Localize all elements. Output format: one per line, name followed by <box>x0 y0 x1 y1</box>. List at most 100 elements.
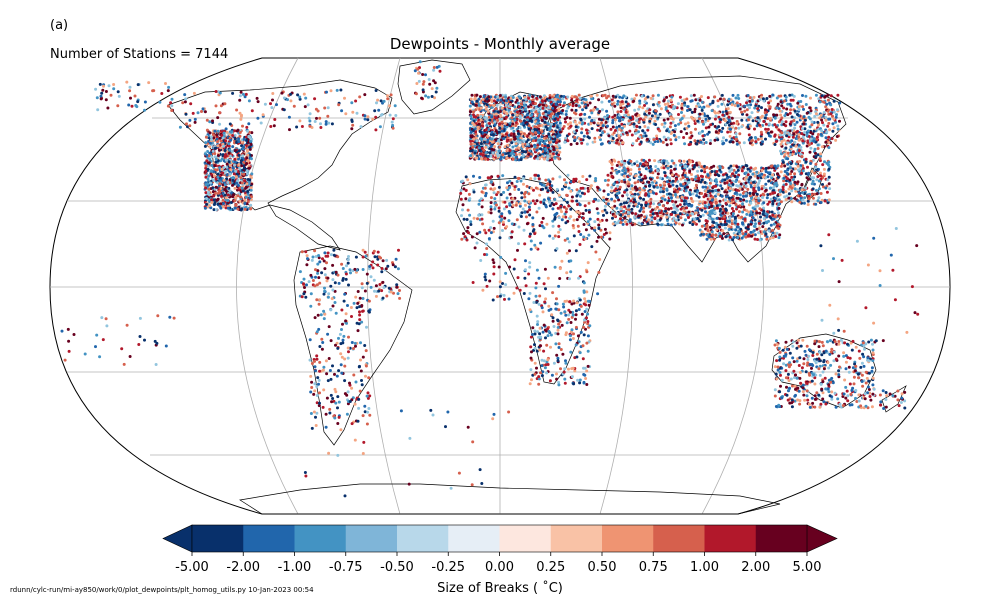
station-marker <box>625 131 629 135</box>
station-marker <box>518 202 522 206</box>
station-marker <box>568 249 571 253</box>
station-marker <box>315 330 319 334</box>
station-marker <box>377 289 381 293</box>
station-marker <box>779 113 783 117</box>
station-marker <box>468 110 472 114</box>
station-marker <box>688 108 692 112</box>
station-marker <box>572 218 576 222</box>
station-marker <box>331 263 335 267</box>
station-marker <box>96 108 100 112</box>
station-marker <box>569 215 573 219</box>
station-marker <box>336 395 340 399</box>
station-marker <box>574 343 578 347</box>
station-marker <box>565 200 569 204</box>
station-marker <box>553 155 557 159</box>
station-marker <box>611 125 615 129</box>
station-marker <box>648 119 652 123</box>
station-marker <box>313 97 317 101</box>
station-marker <box>483 253 486 256</box>
station-marker <box>537 382 541 386</box>
station-marker <box>350 127 354 131</box>
station-marker <box>542 323 546 327</box>
station-marker <box>718 97 722 101</box>
station-marker <box>653 159 657 163</box>
station-marker <box>716 104 720 108</box>
station-marker <box>608 141 612 145</box>
station-marker <box>243 179 247 183</box>
station-marker <box>302 292 306 296</box>
station-marker <box>820 129 823 133</box>
station-marker <box>389 290 393 294</box>
station-marker <box>527 152 531 156</box>
station-marker <box>557 216 561 220</box>
station-marker <box>595 207 599 211</box>
station-marker <box>571 101 575 105</box>
station-marker <box>462 232 466 236</box>
station-marker <box>321 405 325 409</box>
station-marker <box>824 94 828 98</box>
station-marker <box>223 193 227 197</box>
station-marker <box>188 124 192 128</box>
station-marker <box>212 194 216 198</box>
station-marker <box>312 410 316 414</box>
station-marker <box>542 155 546 158</box>
station-marker <box>533 372 537 376</box>
station-marker <box>597 235 600 239</box>
station-marker <box>256 100 260 104</box>
station-marker <box>469 223 473 226</box>
station-marker <box>501 229 504 232</box>
station-marker <box>578 381 582 385</box>
station-marker <box>358 318 362 322</box>
station-marker <box>702 122 705 126</box>
station-marker <box>537 177 541 181</box>
station-marker <box>369 285 373 289</box>
station-marker <box>376 257 380 261</box>
station-marker <box>565 207 568 211</box>
station-marker <box>361 248 365 252</box>
station-marker <box>492 261 496 265</box>
station-marker <box>548 204 552 208</box>
station-marker <box>369 275 373 279</box>
station-marker <box>488 151 492 155</box>
station-marker <box>241 124 244 128</box>
station-marker <box>511 157 515 161</box>
station-marker <box>761 97 765 101</box>
station-marker <box>391 123 395 127</box>
station-marker <box>555 247 559 251</box>
station-marker <box>479 137 483 141</box>
station-marker <box>470 100 474 104</box>
station-marker <box>557 157 561 161</box>
station-marker <box>549 147 553 151</box>
station-marker <box>541 103 545 107</box>
station-marker <box>706 96 710 100</box>
station-marker <box>333 416 337 420</box>
station-marker <box>668 125 672 129</box>
station-marker <box>605 197 608 201</box>
station-marker <box>547 111 551 115</box>
station-marker <box>337 369 341 373</box>
station-marker <box>674 200 678 204</box>
station-marker <box>560 259 564 263</box>
station-marker <box>223 149 227 152</box>
station-marker <box>550 313 554 317</box>
station-marker <box>552 148 556 152</box>
station-marker <box>687 124 691 128</box>
station-marker <box>565 193 569 197</box>
station-marker <box>388 104 392 108</box>
station-marker <box>662 99 666 103</box>
station-marker <box>508 265 512 269</box>
station-marker <box>530 186 533 190</box>
station-marker <box>669 142 673 146</box>
station-marker <box>506 181 509 185</box>
station-marker <box>226 206 230 210</box>
station-marker <box>234 170 238 173</box>
station-marker <box>563 377 567 381</box>
station-marker <box>517 225 521 229</box>
station-marker <box>213 201 217 204</box>
station-marker <box>495 103 499 107</box>
station-marker <box>567 313 571 317</box>
station-marker <box>498 280 502 284</box>
station-marker <box>746 118 750 122</box>
station-marker <box>578 203 582 207</box>
station-marker <box>350 386 354 390</box>
